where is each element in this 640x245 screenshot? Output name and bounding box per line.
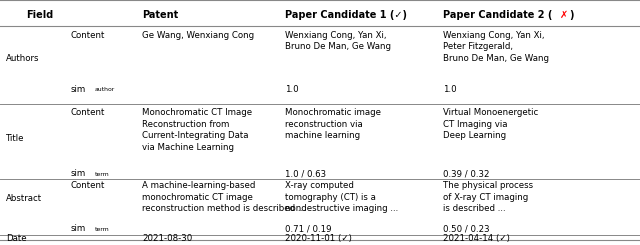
Text: ✗: ✗ bbox=[559, 10, 568, 20]
Text: 1.0: 1.0 bbox=[285, 85, 298, 94]
Text: Content: Content bbox=[70, 31, 105, 40]
Text: 2021-08-30: 2021-08-30 bbox=[142, 234, 193, 243]
Text: Authors: Authors bbox=[6, 54, 40, 63]
Text: Monochromatic CT Image
Reconstruction from
Current-Integrating Data
via Machine : Monochromatic CT Image Reconstruction fr… bbox=[142, 108, 252, 152]
Text: sim: sim bbox=[70, 85, 86, 94]
Text: A machine-learning-based
monochromatic CT image
reconstruction method is describ: A machine-learning-based monochromatic C… bbox=[142, 181, 306, 213]
Text: 0.71 / 0.19: 0.71 / 0.19 bbox=[285, 224, 332, 233]
Text: 2020-11-01 (✓): 2020-11-01 (✓) bbox=[285, 234, 351, 243]
Text: Content: Content bbox=[70, 108, 105, 117]
Text: Ge Wang, Wenxiang Cong: Ge Wang, Wenxiang Cong bbox=[142, 31, 254, 40]
Text: Wenxiang Cong, Yan Xi,
Bruno De Man, Ge Wang: Wenxiang Cong, Yan Xi, Bruno De Man, Ge … bbox=[285, 31, 391, 51]
Text: sim: sim bbox=[70, 224, 86, 233]
Text: Patent: Patent bbox=[142, 10, 179, 20]
Text: Title: Title bbox=[6, 134, 25, 143]
Text: author: author bbox=[95, 87, 115, 92]
Text: sim: sim bbox=[70, 169, 86, 178]
Text: term: term bbox=[95, 227, 109, 232]
Text: X-ray computed
tomography (CT) is a
nondestructive imaging ...: X-ray computed tomography (CT) is a nond… bbox=[285, 181, 398, 213]
Text: term: term bbox=[95, 172, 109, 177]
Text: Date: Date bbox=[6, 234, 27, 243]
Text: ): ) bbox=[569, 10, 573, 20]
Text: Virtual Monoenergetic
CT Imaging via
Deep Learning: Virtual Monoenergetic CT Imaging via Dee… bbox=[443, 108, 538, 140]
Text: 1.0 / 0.63: 1.0 / 0.63 bbox=[285, 169, 326, 178]
Text: Wenxiang Cong, Yan Xi,
Peter Fitzgerald,
Bruno De Man, Ge Wang: Wenxiang Cong, Yan Xi, Peter Fitzgerald,… bbox=[443, 31, 549, 63]
Text: 0.50 / 0.23: 0.50 / 0.23 bbox=[443, 224, 490, 233]
Text: Content: Content bbox=[70, 181, 105, 190]
Text: 0.39 / 0.32: 0.39 / 0.32 bbox=[443, 169, 490, 178]
Text: Monochromatic image
reconstruction via
machine learning: Monochromatic image reconstruction via m… bbox=[285, 108, 381, 140]
Text: Paper Candidate 1 (✓): Paper Candidate 1 (✓) bbox=[285, 10, 407, 20]
Text: Abstract: Abstract bbox=[6, 194, 42, 203]
Text: 1.0: 1.0 bbox=[443, 85, 456, 94]
Text: Field: Field bbox=[26, 10, 53, 20]
Text: The physical process
of X-ray CT imaging
is described ...: The physical process of X-ray CT imaging… bbox=[443, 181, 533, 213]
Text: 2021-04-14 (✓): 2021-04-14 (✓) bbox=[443, 234, 509, 243]
Text: Paper Candidate 2 (: Paper Candidate 2 ( bbox=[443, 10, 552, 20]
